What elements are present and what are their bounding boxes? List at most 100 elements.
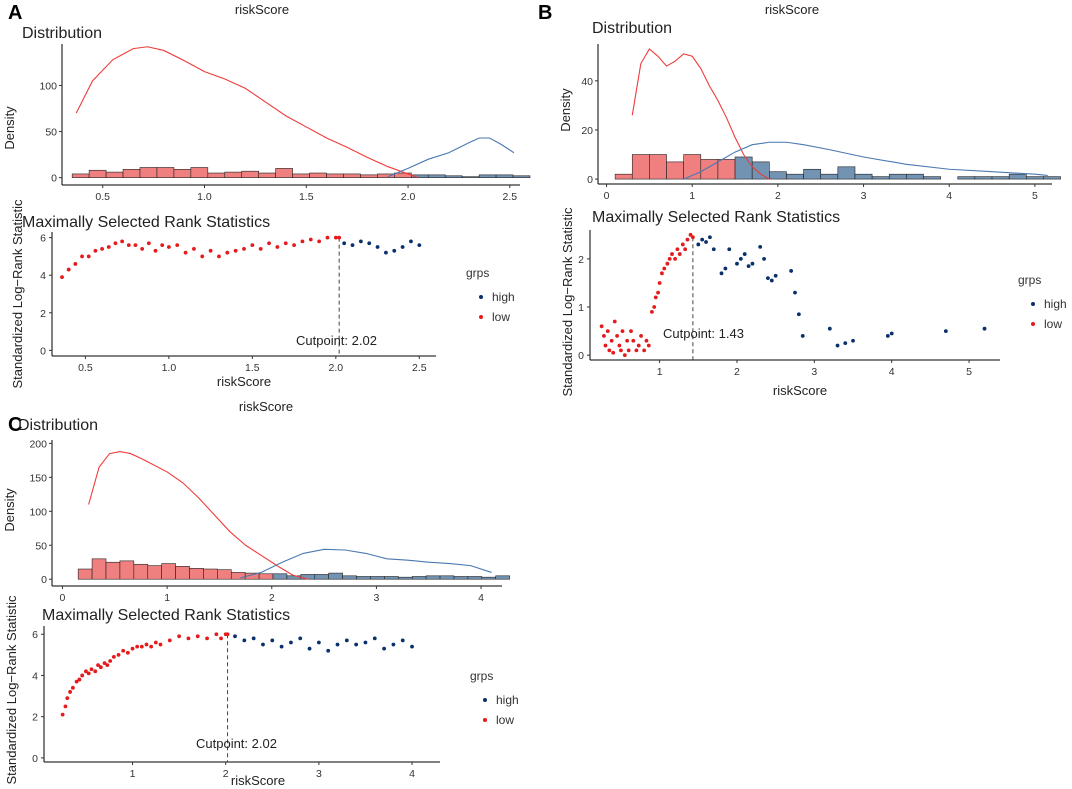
low-point <box>195 634 200 639</box>
high-point <box>270 638 275 643</box>
low-point <box>258 247 263 251</box>
distribution-title: Distribution <box>592 20 672 37</box>
histogram-bar <box>77 568 93 580</box>
histogram-bar <box>119 560 135 580</box>
high-point <box>409 239 413 244</box>
histogram-bar <box>478 174 497 178</box>
low-point <box>186 636 191 641</box>
high-point <box>289 640 293 645</box>
legend-low-label: low <box>492 310 510 324</box>
histogram-bar <box>467 576 483 580</box>
distribution-y-tick-label: 200 <box>29 438 47 450</box>
distribution-y-tick-label: 0 <box>51 173 57 185</box>
histogram-bar <box>156 167 175 178</box>
low-point <box>603 343 608 348</box>
low-point <box>629 329 633 334</box>
high-point <box>367 241 372 246</box>
histogram-bar <box>203 568 218 580</box>
panel-title: riskScore <box>235 2 289 17</box>
max-stat-x-axis-label: riskScore <box>773 383 827 398</box>
low-point <box>153 248 158 253</box>
high-point <box>789 269 794 273</box>
high-point <box>738 256 743 261</box>
histogram-bar <box>88 169 107 178</box>
low-point <box>665 261 670 266</box>
histogram-bar <box>258 172 276 178</box>
low-point <box>102 661 107 665</box>
high-point <box>354 642 359 647</box>
max-stat-x-tick-label: 1 <box>657 366 663 378</box>
high-point <box>242 638 247 643</box>
high-point <box>384 250 388 255</box>
histogram-bar <box>820 173 839 180</box>
histogram-bar <box>439 575 455 580</box>
low-point <box>146 241 151 246</box>
max-stat-x-tick-label: 1.5 <box>245 362 260 374</box>
high-density-curve <box>240 548 492 579</box>
histogram-bar <box>734 156 753 180</box>
low-point <box>300 239 305 244</box>
low-point <box>166 245 171 249</box>
low-point <box>317 239 322 244</box>
low-point <box>646 343 651 348</box>
low-point <box>680 242 685 247</box>
histogram-bar <box>139 167 158 178</box>
low-point <box>242 247 246 251</box>
high-point <box>727 247 732 252</box>
low-point <box>80 254 84 259</box>
histogram-bar <box>1008 173 1027 180</box>
max-stat-x-tick-label: 2 <box>223 768 229 780</box>
low-point <box>139 644 144 649</box>
panel-title: riskScore <box>765 2 819 17</box>
distribution-y-tick-label: 20 <box>581 125 593 137</box>
max-stat-x-tick-label: 2 <box>734 366 740 378</box>
low-point <box>275 245 280 249</box>
legend-low-label: low <box>496 713 514 727</box>
distribution-x-tick-label: 1 <box>164 592 170 604</box>
high-point <box>758 244 763 249</box>
distribution-x-tick-label: 4 <box>946 190 952 202</box>
low-point <box>105 663 110 668</box>
low-point <box>214 632 219 637</box>
low-point <box>120 239 125 244</box>
distribution-x-tick-label: 0 <box>604 190 610 202</box>
histogram-bar <box>105 561 121 580</box>
low-point <box>93 669 98 674</box>
low-point <box>233 248 238 253</box>
distribution-y-tick-label: 50 <box>45 127 57 139</box>
low-point <box>96 663 100 668</box>
low-point <box>167 638 172 643</box>
low-density-curve <box>88 450 309 580</box>
histogram-bar <box>803 168 822 180</box>
low-point <box>66 267 71 272</box>
low-point <box>60 275 64 279</box>
histogram-bar <box>275 168 293 178</box>
histogram-bar <box>309 172 327 178</box>
histogram-bar <box>614 173 633 180</box>
max-stat-x-tick-label: 4 <box>889 366 895 378</box>
low-point <box>225 632 230 637</box>
histogram-bar <box>122 169 141 178</box>
max-stat-title: Maximally Selected Rank Statistics <box>22 214 270 231</box>
low-point <box>657 281 662 285</box>
high-point <box>835 343 840 348</box>
high-point <box>796 312 801 317</box>
legend-title: grps <box>466 266 489 280</box>
histogram-bar <box>837 166 856 180</box>
histogram-bar <box>631 154 650 180</box>
low-point <box>634 348 639 353</box>
histogram-bar <box>370 576 385 580</box>
histogram-bar <box>700 159 719 180</box>
legend-title: grps <box>1018 273 1041 287</box>
high-point <box>843 341 848 346</box>
low-point <box>86 254 91 259</box>
high-point <box>827 326 832 331</box>
low-point <box>653 295 658 300</box>
max-stat-y-tick-label: 4 <box>40 270 46 282</box>
low-point <box>89 667 94 672</box>
histogram-bar <box>397 576 413 580</box>
histogram-bar <box>666 161 684 180</box>
high-point <box>316 640 321 645</box>
low-point <box>70 685 75 690</box>
